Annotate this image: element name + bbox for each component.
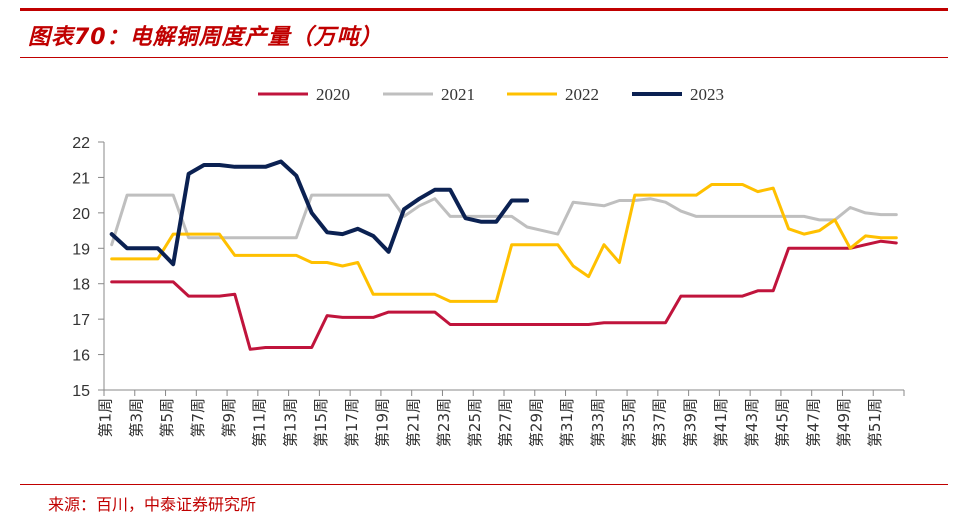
y-tick-label: 19 <box>72 241 90 258</box>
x-tick-label: 第39周 <box>681 398 699 447</box>
x-tick-label: 第43周 <box>743 398 761 447</box>
x-tick-label: 第31周 <box>558 398 576 447</box>
y-tick-label: 20 <box>72 206 90 223</box>
x-tick-label: 第25周 <box>466 398 484 447</box>
y-tick-label: 18 <box>72 277 90 294</box>
page-title: 图表70：电解铜周度产量（万吨） <box>28 25 383 50</box>
x-tick-label: 第7周 <box>189 398 207 438</box>
series-line-2020 <box>110 239 898 351</box>
x-tick-label: 第5周 <box>158 398 176 438</box>
x-tick-label: 第35周 <box>620 398 638 447</box>
chart-legend: 2020 2021 2022 2023 <box>258 85 724 104</box>
x-tick-label: 第19周 <box>374 398 392 447</box>
x-tick-label: 第51周 <box>866 398 884 447</box>
x-tick-label: 第3周 <box>127 398 145 438</box>
series-lines <box>109 159 898 351</box>
series-line-2021 <box>110 193 898 247</box>
y-tick-label: 17 <box>72 312 90 329</box>
y-tick-label: 15 <box>72 383 90 400</box>
x-tick-label: 第1周 <box>97 398 115 438</box>
x-tick-label: 第21周 <box>404 398 422 447</box>
y-axis: 15 16 17 18 19 20 21 22 <box>72 135 105 400</box>
y-tick-label: 21 <box>72 170 90 187</box>
x-tick-label: 第37周 <box>651 398 669 447</box>
x-tick-label: 第13周 <box>281 398 299 447</box>
x-tick-label: 第41周 <box>712 398 730 447</box>
x-tick-label: 第47周 <box>804 398 822 447</box>
x-tick-label: 第27周 <box>497 398 515 447</box>
legend-label-2020: 2020 <box>316 85 350 104</box>
title-bar <box>20 8 948 58</box>
x-tick-label: 第49周 <box>835 398 853 447</box>
series-line-2023 <box>109 159 530 267</box>
y-tick-label: 22 <box>72 135 90 152</box>
x-tick-label: 第45周 <box>774 398 792 447</box>
y-tick-label: 16 <box>72 348 90 365</box>
x-tick-label: 第15周 <box>312 398 330 447</box>
x-tick-label: 第29周 <box>527 398 545 447</box>
legend-label-2023: 2023 <box>690 85 724 104</box>
source-divider <box>20 484 948 485</box>
legend-label-2021: 2021 <box>441 85 475 104</box>
x-tick-label: 第17周 <box>343 398 361 447</box>
series-line-2022 <box>110 183 898 303</box>
x-tick-label: 第23周 <box>435 398 453 447</box>
x-axis: 第1周 第3周 第5周 第7周 第9周 第11周 第13周 第15周 第17周 第19周 第21周第… <box>97 389 905 447</box>
x-tick-label: 第11周 <box>251 398 269 447</box>
legend-label-2022: 2022 <box>565 85 599 104</box>
source-note: 来源：百川，中泰证券研究所 <box>48 495 257 514</box>
x-tick-label: 第33周 <box>589 398 607 447</box>
x-tick-label: 第9周 <box>220 398 238 438</box>
